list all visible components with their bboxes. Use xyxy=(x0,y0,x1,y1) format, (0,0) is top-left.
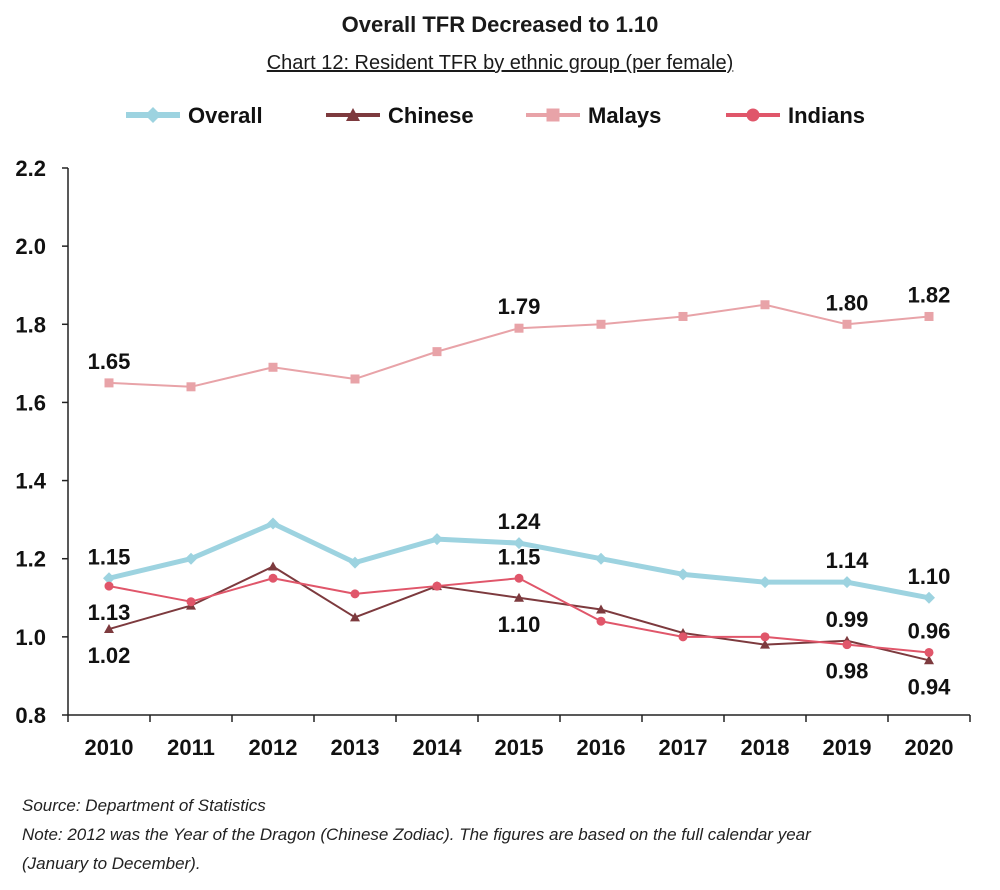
data-point-overall xyxy=(513,537,525,550)
legend-label-indians: Indians xyxy=(788,103,865,128)
data-label: 1.79 xyxy=(498,294,541,319)
data-point-chinese xyxy=(350,612,360,622)
y-tick-label: 2.2 xyxy=(15,156,46,181)
x-tick-label: 2016 xyxy=(577,735,626,760)
x-tick-label: 2019 xyxy=(823,735,872,760)
chart-title: Overall TFR Decreased to 1.10 xyxy=(341,12,659,37)
data-labels: 1.65 1.79 1.80 1.82 1.15 1.24 1.14 1.10 1.13 1.15… xyxy=(88,282,952,699)
x-tick-label: 2014 xyxy=(413,735,463,760)
legend-label-chinese: Chinese xyxy=(388,103,474,128)
data-point-indians xyxy=(514,573,524,583)
x-tick-label: 2018 xyxy=(741,735,790,760)
data-label: 0.98 xyxy=(826,659,869,684)
data-point-chinese xyxy=(268,561,278,571)
data-label: 1.13 xyxy=(88,600,131,625)
x-tick-label: 2020 xyxy=(905,735,954,760)
data-point-malays xyxy=(104,378,114,388)
data-point-indians xyxy=(596,616,606,626)
data-point-chinese xyxy=(514,592,524,602)
legend-marker-malays xyxy=(546,108,560,122)
data-point-malays xyxy=(432,347,442,357)
data-point-malays xyxy=(842,319,852,329)
data-point-malays xyxy=(924,311,934,321)
data-label: 1.15 xyxy=(88,544,131,569)
data-point-overall xyxy=(103,572,115,585)
data-point-indians xyxy=(104,581,114,591)
x-tick-label: 2013 xyxy=(331,735,380,760)
data-point-malays xyxy=(760,300,770,310)
data-point-chinese xyxy=(924,655,934,665)
data-point-malays xyxy=(678,311,688,321)
data-point-indians xyxy=(268,573,278,583)
data-label: 1.24 xyxy=(498,509,542,534)
data-point-chinese xyxy=(104,624,114,634)
data-point-indians xyxy=(432,581,442,591)
data-label: 1.15 xyxy=(498,544,541,569)
x-tick-label: 2015 xyxy=(495,735,544,760)
data-label: 1.80 xyxy=(826,290,869,315)
data-label: 1.14 xyxy=(826,548,870,573)
data-point-malays xyxy=(186,382,196,392)
data-point-overall xyxy=(267,517,279,530)
legend: Overall Chinese Malays Indians xyxy=(126,103,865,128)
data-point-overall xyxy=(923,591,935,604)
data-label: 1.65 xyxy=(88,349,131,374)
y-tick-label: 1.6 xyxy=(15,390,46,415)
y-tick-label: 1.2 xyxy=(15,547,46,572)
data-point-overall xyxy=(595,552,607,565)
footnote-continued: (January to December). xyxy=(22,854,201,873)
data-point-indians xyxy=(186,597,196,607)
y-tick-label: 1.0 xyxy=(15,625,46,650)
series-lines xyxy=(103,300,935,665)
data-point-malays xyxy=(268,362,278,372)
data-point-indians xyxy=(760,632,770,642)
x-tick-label: 2011 xyxy=(167,735,215,760)
data-label: 1.10 xyxy=(908,564,951,589)
chart-subtitle-text: Chart 12: Resident TFR by ethnic group (… xyxy=(266,52,734,74)
data-point-overall xyxy=(349,556,361,569)
source-note: Source: Department of Statistics xyxy=(22,796,266,815)
data-point-overall xyxy=(185,552,197,565)
legend-label-overall: Overall xyxy=(188,103,263,128)
chart-subtitle: Chart 12: Resident TFR by ethnic group (… xyxy=(0,52,1000,75)
legend-marker-indians xyxy=(746,108,760,122)
data-point-malays xyxy=(514,323,524,333)
data-label: 0.94 xyxy=(908,674,952,699)
data-point-malays xyxy=(350,374,360,384)
y-tick-label: 0.8 xyxy=(15,703,46,728)
x-tick-label: 2012 xyxy=(249,735,298,760)
y-tick-label: 2.0 xyxy=(15,234,46,259)
data-point-chinese xyxy=(760,639,770,649)
data-point-overall xyxy=(431,533,443,546)
data-point-overall xyxy=(677,568,689,581)
legend-marker-overall xyxy=(145,107,161,123)
data-point-chinese xyxy=(596,604,606,614)
legend-label-malays: Malays xyxy=(588,103,661,128)
data-point-indians xyxy=(924,647,934,657)
y-tick-label: 1.8 xyxy=(15,312,46,337)
data-label: 1.10 xyxy=(498,612,541,637)
data-point-overall xyxy=(841,576,853,589)
data-point-malays xyxy=(596,319,606,329)
data-point-overall xyxy=(759,576,771,589)
data-label: 0.96 xyxy=(908,618,951,643)
data-point-indians xyxy=(842,640,852,650)
x-tick-label: 2017 xyxy=(659,735,708,760)
axes: 0.8 1.0 1.2 1.4 1.6 1.8 2.0 2.2 2010 2011 2012 2013… xyxy=(15,156,971,760)
data-point-indians xyxy=(350,589,360,599)
data-label: 1.82 xyxy=(908,282,951,307)
x-tick-label: 2010 xyxy=(85,735,134,760)
legend-marker-chinese xyxy=(346,108,360,121)
footnote: Note: 2012 was the Year of the Dragon (C… xyxy=(22,825,811,844)
y-tick-label: 1.4 xyxy=(15,469,46,494)
data-label: 1.02 xyxy=(88,643,131,668)
data-label: 0.99 xyxy=(826,607,869,632)
data-point-indians xyxy=(678,632,688,642)
